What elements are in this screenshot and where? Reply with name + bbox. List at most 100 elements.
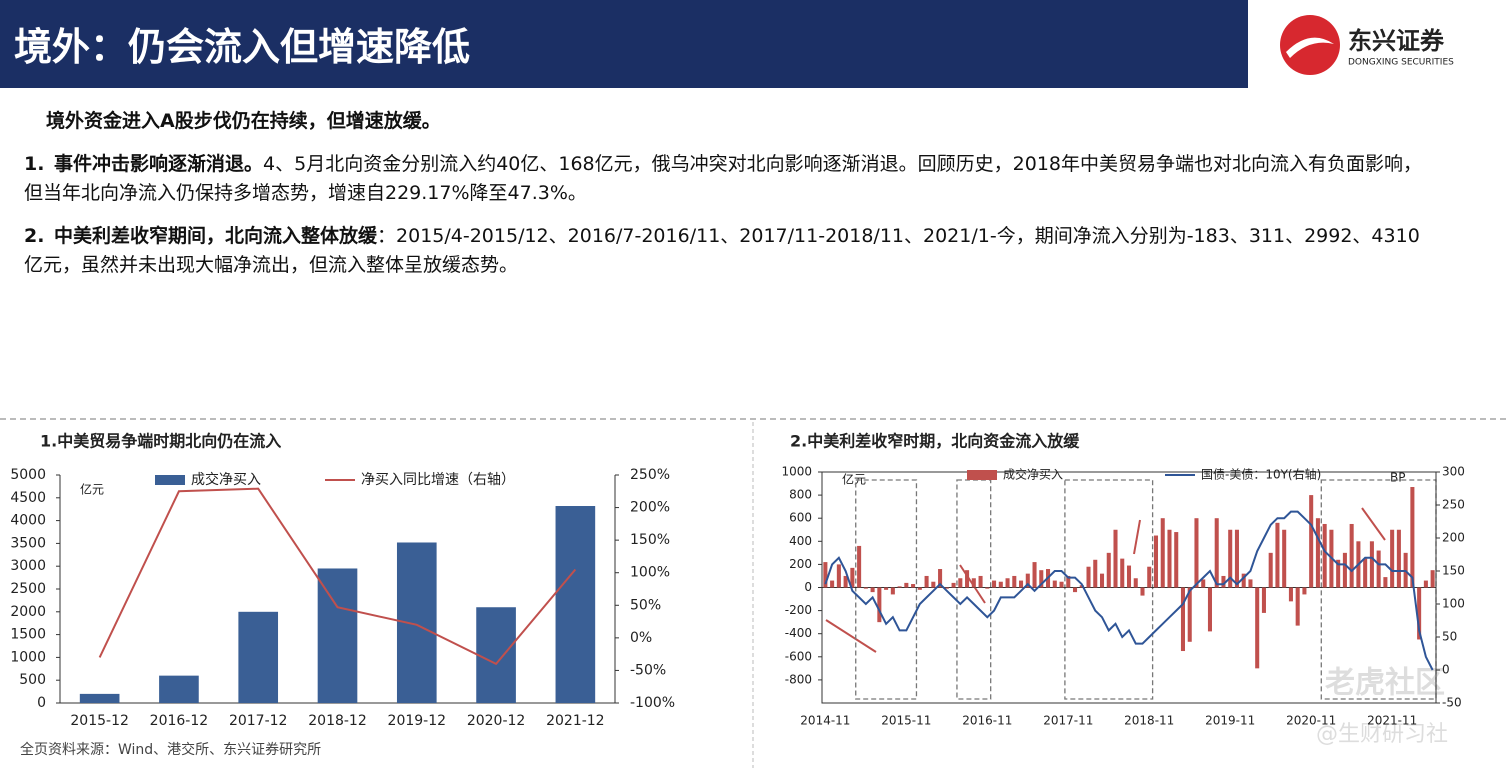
bar [1417,587,1422,640]
watermark: @生财研习社 [1316,722,1448,747]
bar [992,580,997,588]
bar [971,578,976,588]
bar [1113,529,1118,588]
bar [1066,575,1071,588]
bar [870,587,875,593]
y-tick-label: 400 [789,534,812,548]
bar [1167,529,1172,588]
arrow [1361,507,1386,541]
logo-cn: 东兴证券 [1348,27,1445,55]
point-text: 4、5月北向资金分别流入约40亿、168亿元，俄乌冲突对北向影响逐渐消退。回顾历… [24,153,1422,204]
y-tick-label: 2500 [10,581,46,597]
y2-tick-label: 250% [630,467,670,483]
bar [1342,552,1347,588]
bar [1234,529,1239,588]
x-tick-label: 2019-12 [388,713,447,729]
legend-label: 成交净买入 [1003,467,1063,482]
y2-tick-label: 200% [630,500,670,516]
x-tick-label: 2016-11 [962,714,1012,728]
y-tick-label: 2000 [10,604,46,620]
legend-label: 国债-美债：10Y(右轴) [1201,467,1321,482]
bar [1194,518,1199,588]
bar [823,562,828,588]
legend-swatch [967,470,997,480]
bar [79,693,120,703]
intro: 境外资金进入A股步伐仍在持续，但增速放缓。 [46,110,441,132]
bar [1140,587,1145,596]
bar [965,570,970,588]
bar [1019,580,1024,588]
bar [1174,532,1179,588]
y-tick-label: 500 [19,672,46,688]
highlight-period [956,479,992,700]
y-tick-label: 3000 [10,558,46,574]
bar [1383,577,1388,588]
bar [1012,575,1017,588]
bar [1086,566,1091,588]
legend-label: 成交净买入 [191,471,261,488]
y2-tick-label: 100 [1442,597,1465,611]
bar [1187,587,1192,642]
y-tick-label: 1000 [781,465,812,479]
bar [1228,529,1233,588]
separator [0,418,1506,420]
y-tick-label: 800 [789,488,812,502]
point-lead: 事件冲击影响逐渐消退。 [54,153,264,175]
bar [1369,541,1374,588]
source: 全页资料来源：Wind、港交所、东兴证券研究所 [20,741,321,758]
bar [1376,550,1381,588]
y2-tick-label: 100% [630,565,670,581]
bar [1423,580,1428,588]
line [824,510,1434,671]
bar [1241,573,1246,588]
bar [476,607,516,703]
bar [938,569,943,588]
bar [1430,570,1435,588]
y2-tick-label: 150 [1442,564,1465,578]
x-tick-label: 2021-12 [546,713,605,729]
bar [1390,529,1395,588]
y-tick-label: 600 [789,511,812,525]
y-tick-label: 0 [804,580,812,594]
y2-tick-label: 250 [1442,498,1465,512]
bar [1052,580,1057,588]
bar [924,575,929,588]
highlight-period [855,479,918,700]
y-tick-label: 1500 [10,627,46,643]
bar [1363,558,1368,588]
bar [317,568,358,703]
y-tick-label: -400 [785,626,812,640]
bar [1153,535,1159,588]
logo: 东兴证券 DONGXING SECURITIES [1280,15,1454,75]
y-tick-label: 200 [789,557,812,571]
y2-tick-label: -50 [1442,696,1462,710]
chart-title: 2.中美利差收窄时期，北向资金流入放缓 [790,432,1080,451]
y-unit: 亿元 [80,482,104,497]
bar [1180,587,1186,652]
x-tick-label: 2017-12 [229,713,288,729]
bar [1207,587,1212,632]
bar [1410,487,1415,588]
bar [1147,566,1152,588]
bar [159,675,199,703]
y-tick-label: -200 [785,603,812,617]
header: 境外：仍会流入但增速降低 [0,0,1248,88]
bar [238,611,279,703]
bar [843,575,848,588]
y2-tick-label: 300 [1442,465,1465,479]
y-tick-label: 1000 [10,649,46,665]
title: 境外：仍会流入但增速降低 [14,25,471,69]
bar [1093,559,1098,588]
bar [850,567,855,588]
y-unit: 亿元 [842,472,866,487]
bar [1059,581,1064,588]
x-tick-label: 2020-12 [467,713,526,729]
legend-label: 净买入同比增速（右轴） [361,472,515,488]
bar [911,584,916,588]
point-number: 1. [24,153,45,175]
y2-tick-label: 0% [630,630,652,646]
bar [1268,552,1273,588]
bar [1039,570,1044,588]
y-tick-label: 4000 [10,513,46,529]
